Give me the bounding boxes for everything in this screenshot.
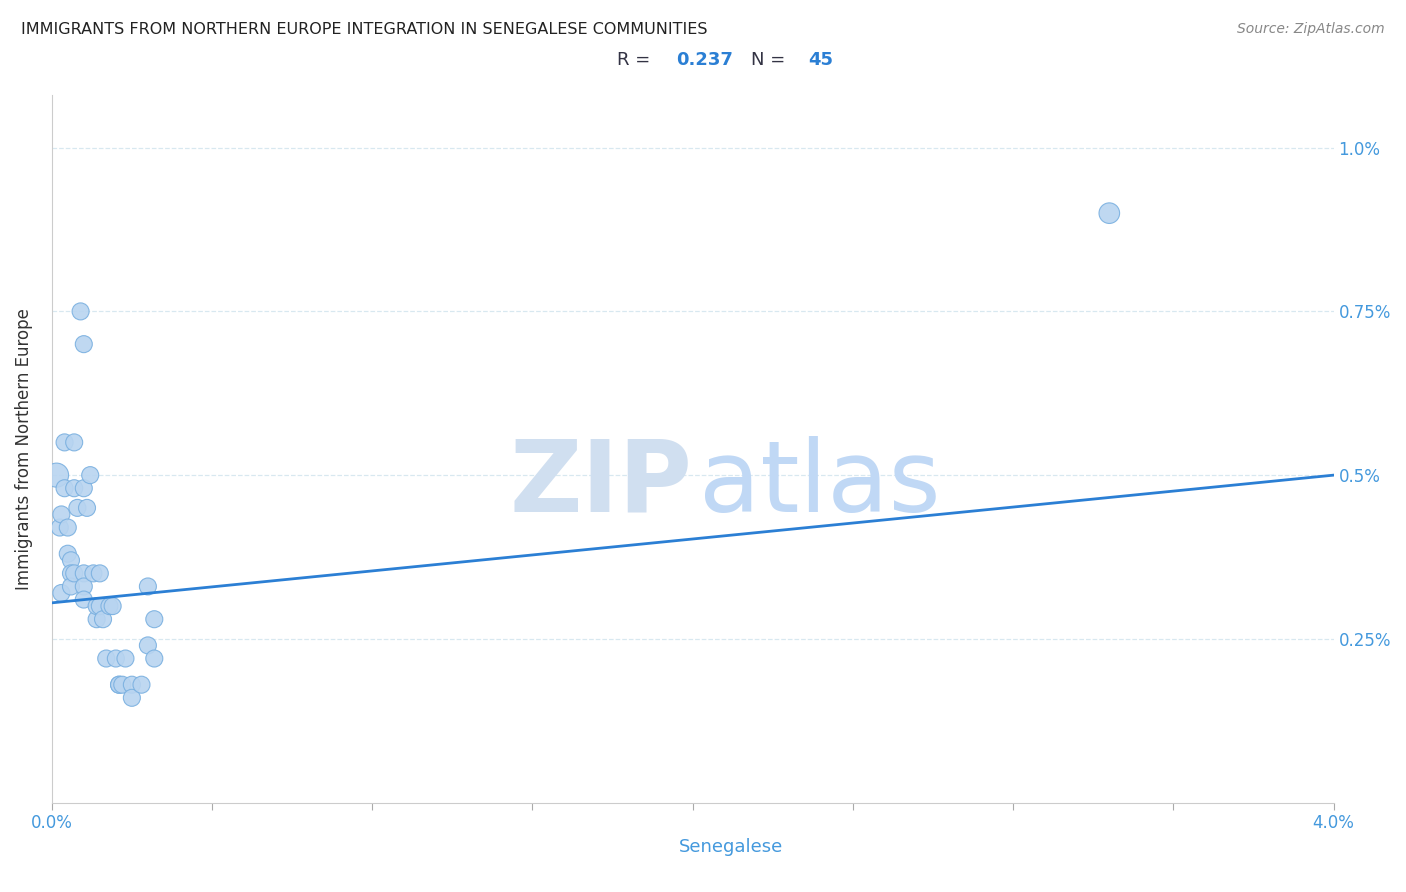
Point [98, 599, 121, 614]
Point [131, 678, 153, 692]
Point [63, 435, 86, 450]
Text: IMMIGRANTS FROM NORTHERN EUROPE INTEGRATION IN SENEGALESE COMMUNITIES: IMMIGRANTS FROM NORTHERN EUROPE INTEGRAT… [21, 22, 707, 37]
Point [73, 337, 96, 351]
Point [51, 586, 73, 600]
Point [51, 508, 73, 522]
Point [63, 481, 86, 495]
Point [73, 481, 96, 495]
Point [73, 592, 96, 607]
Point [86, 612, 108, 626]
Point [56, 547, 79, 561]
Point [56, 520, 79, 534]
Point [143, 612, 166, 626]
Point [59, 579, 82, 593]
Point [121, 678, 143, 692]
Text: ZIP: ZIP [510, 436, 693, 533]
Text: Senegalese: Senegalese [679, 838, 783, 856]
Text: 0.237: 0.237 [676, 51, 733, 70]
Point [104, 651, 127, 665]
Point [89, 566, 111, 581]
Point [76, 500, 98, 515]
Point [114, 651, 136, 665]
Point [101, 599, 124, 614]
Point [89, 599, 111, 614]
Text: N =: N = [751, 51, 792, 70]
Point [96, 651, 118, 665]
Point [63, 566, 86, 581]
Point [136, 639, 159, 653]
Point [59, 566, 82, 581]
Point [91, 612, 114, 626]
Point [79, 468, 101, 483]
Text: R =: R = [617, 51, 655, 70]
Y-axis label: Immigrants from Northern Europe: Immigrants from Northern Europe [15, 308, 32, 590]
Point [108, 678, 131, 692]
Point [82, 566, 104, 581]
Point [59, 553, 82, 567]
Text: 45: 45 [808, 51, 834, 70]
Point [86, 599, 108, 614]
Point [73, 566, 96, 581]
Point [53, 435, 76, 450]
Text: atlas: atlas [699, 436, 941, 533]
Point [108, 678, 131, 692]
Text: Source: ZipAtlas.com: Source: ZipAtlas.com [1237, 22, 1385, 37]
Point [69, 304, 91, 318]
Point [53, 481, 76, 495]
Point [136, 579, 159, 593]
Point [49, 520, 72, 534]
Point [121, 690, 143, 705]
Point [66, 500, 89, 515]
Point [143, 651, 166, 665]
Point [45, 468, 67, 483]
Point [1098, 206, 1121, 220]
Point [111, 678, 134, 692]
Point [73, 579, 96, 593]
